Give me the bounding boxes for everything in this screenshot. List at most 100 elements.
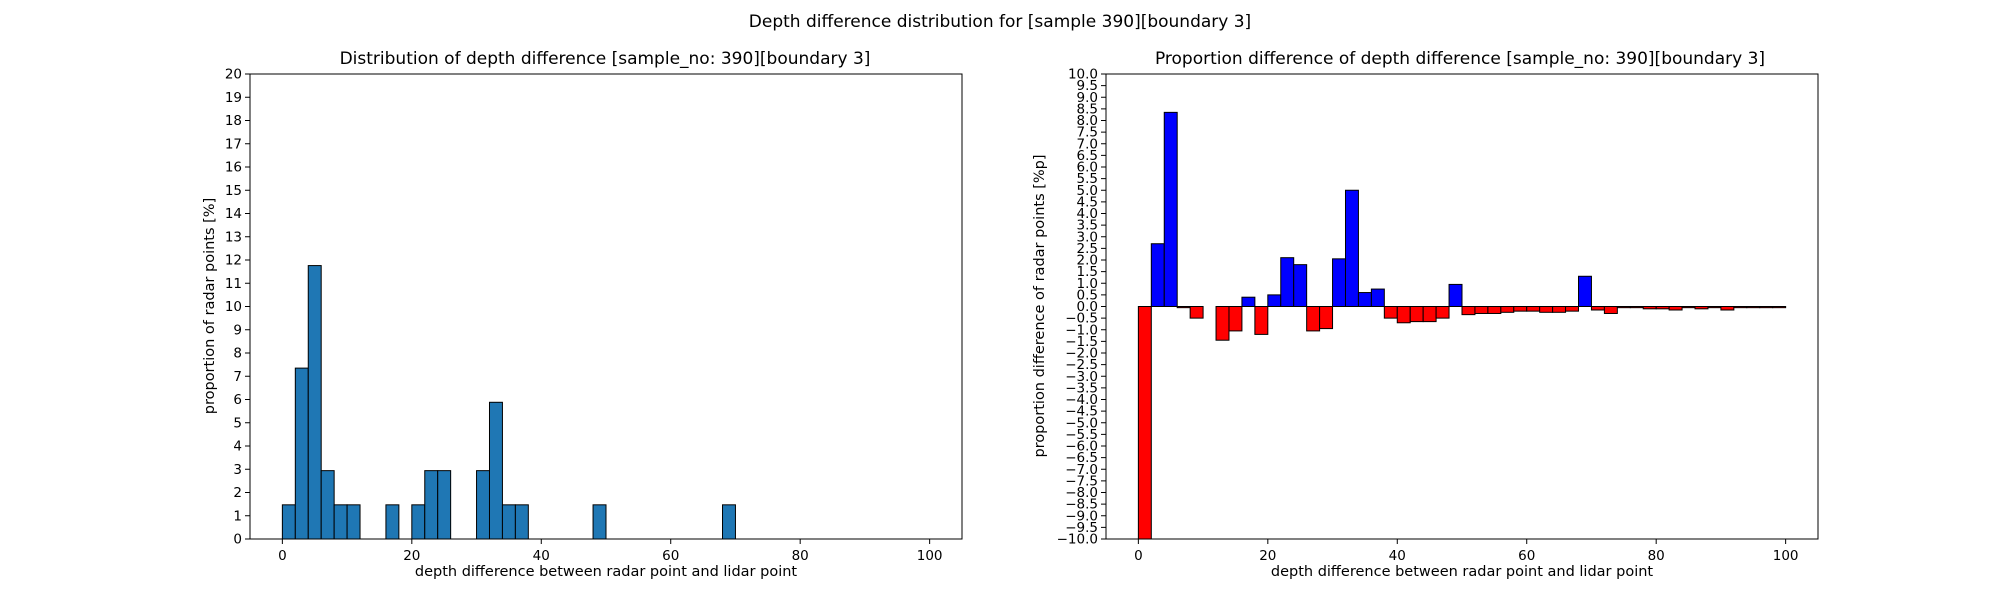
difference-x-tick-label: 20 <box>1259 548 1276 564</box>
difference-y-tick-label: 5.5 <box>1077 171 1098 187</box>
difference-bar <box>1772 306 1787 309</box>
difference-y-tick-label: −1.0 <box>1065 322 1098 338</box>
histogram-bars <box>281 265 736 540</box>
histogram-y-tick-label: 17 <box>225 136 242 152</box>
histogram-bar <box>411 504 426 540</box>
histogram-y-tick-label: 3 <box>233 462 242 478</box>
difference-bar <box>1435 306 1450 319</box>
difference-bar <box>1668 306 1683 311</box>
histogram-bar <box>592 504 607 540</box>
histogram-y-axis-label: proportion of radar points [%] <box>202 198 218 414</box>
histogram-bar <box>294 367 309 540</box>
histogram-bar <box>424 470 439 540</box>
difference-y-tick-label: −8.0 <box>1065 485 1098 501</box>
difference-bar <box>1228 306 1243 332</box>
difference-y-tick-label: −6.0 <box>1065 439 1098 455</box>
difference-bar <box>1280 257 1295 307</box>
difference-y-tick-label: −9.5 <box>1065 520 1098 536</box>
difference-bar <box>1629 306 1644 309</box>
difference-y-tick-label: −4.0 <box>1065 392 1098 408</box>
difference-bar <box>1306 306 1321 332</box>
difference-y-tick-label: 4.0 <box>1077 206 1098 222</box>
histogram-y-tick-label: 15 <box>225 183 242 199</box>
histogram-y-tick-label: 19 <box>225 90 242 106</box>
figure-suptitle: Depth difference distribution for [sampl… <box>749 12 1251 32</box>
difference-bar <box>1616 306 1631 309</box>
histogram-bar <box>320 470 335 540</box>
difference-y-tick-label: −4.5 <box>1065 404 1098 420</box>
difference-bar <box>1590 306 1605 311</box>
difference-y-tick-label: 3.5 <box>1077 218 1098 234</box>
difference-y-tick-label: 5.0 <box>1077 183 1098 199</box>
histogram-x-tick-label: 40 <box>533 548 550 564</box>
difference-y-tick-label: 10.0 <box>1068 67 1098 83</box>
difference-y-tick-label: 0.5 <box>1077 287 1098 303</box>
difference-y-tick-label: −1.5 <box>1065 334 1098 350</box>
histogram-bar <box>281 504 296 540</box>
difference-bar <box>1461 306 1476 316</box>
difference-bar <box>1448 283 1463 308</box>
difference-y-tick-label: −7.0 <box>1065 462 1098 478</box>
difference-bar <box>1655 306 1670 310</box>
difference-y-tick-label: 7.0 <box>1077 136 1098 152</box>
difference-y-tick-label: −10.0 <box>1057 532 1098 548</box>
difference-panel: Proportion difference of depth differenc… <box>1032 49 1819 580</box>
histogram-x-tick-label: 60 <box>662 548 679 564</box>
difference-y-tick-label: 0.0 <box>1077 299 1098 315</box>
difference-bar <box>1357 292 1372 307</box>
difference-x-tick-label: 40 <box>1389 548 1406 564</box>
difference-y-tick-label: −3.0 <box>1065 369 1098 385</box>
difference-bars <box>1137 111 1787 540</box>
difference-bar <box>1267 294 1282 307</box>
difference-y-tick-label: 8.0 <box>1077 113 1098 129</box>
histogram-panel: Distribution of depth difference [sample… <box>202 49 963 580</box>
histogram-bar <box>346 504 361 540</box>
difference-y-tick-label: −5.5 <box>1065 427 1098 443</box>
difference-bar <box>1707 306 1722 309</box>
difference-bar <box>1150 243 1165 308</box>
difference-bar <box>1642 306 1657 310</box>
difference-bar <box>1746 306 1761 309</box>
difference-bar <box>1552 306 1567 313</box>
difference-bar <box>1603 306 1618 314</box>
difference-x-tick-label: 100 <box>1773 548 1799 564</box>
difference-bar <box>1422 306 1437 323</box>
difference-y-tick-label: 8.5 <box>1077 101 1098 117</box>
histogram-y-tick-label: 4 <box>233 439 242 455</box>
histogram-x-tick-label: 100 <box>917 548 943 564</box>
difference-x-tick-label: 60 <box>1518 548 1535 564</box>
difference-bar <box>1578 275 1592 307</box>
difference-y-tick-label: 7.5 <box>1077 125 1098 141</box>
difference-bar <box>1189 306 1204 319</box>
difference-y-tick-label: −7.5 <box>1065 473 1098 489</box>
histogram-bar <box>437 470 452 540</box>
histogram-y-tick-label: 7 <box>233 369 242 385</box>
difference-bar <box>1487 306 1502 314</box>
difference-bar <box>1293 264 1308 307</box>
difference-bar <box>1474 306 1489 314</box>
difference-bar <box>1319 306 1334 330</box>
difference-ticks: 0 20 40 60 80 100 −10.0−9.5−9.0−8.5−8.0−7.5−7.… <box>1057 67 1799 565</box>
difference-y-tick-label: −8.5 <box>1065 497 1098 513</box>
difference-y-tick-label: 3.0 <box>1077 229 1098 245</box>
difference-y-tick-label: 1.0 <box>1077 276 1098 292</box>
difference-y-tick-label: −2.0 <box>1065 346 1098 362</box>
difference-x-axis-label: depth difference between radar point and… <box>1271 564 1654 580</box>
difference-bar <box>1759 306 1774 309</box>
histogram-bar <box>307 265 322 540</box>
histogram-y-tick-label: 6 <box>233 392 242 408</box>
difference-y-axis-label: proportion difference of radar points [%… <box>1032 154 1048 457</box>
difference-y-tick-label: 2.5 <box>1077 241 1098 257</box>
difference-bar <box>1254 306 1269 335</box>
difference-bar <box>1241 296 1256 308</box>
difference-plot-frame <box>1105 73 1819 540</box>
histogram-bar <box>501 504 516 540</box>
difference-bar <box>1681 306 1696 309</box>
histogram-y-tick-label: 16 <box>225 160 242 176</box>
histogram-y-tick-label: 9 <box>233 322 242 338</box>
difference-bar <box>1733 306 1748 309</box>
difference-bar <box>1526 306 1541 312</box>
histogram-y-tick-label: 1 <box>233 508 242 524</box>
difference-y-tick-label: −6.5 <box>1065 450 1098 466</box>
